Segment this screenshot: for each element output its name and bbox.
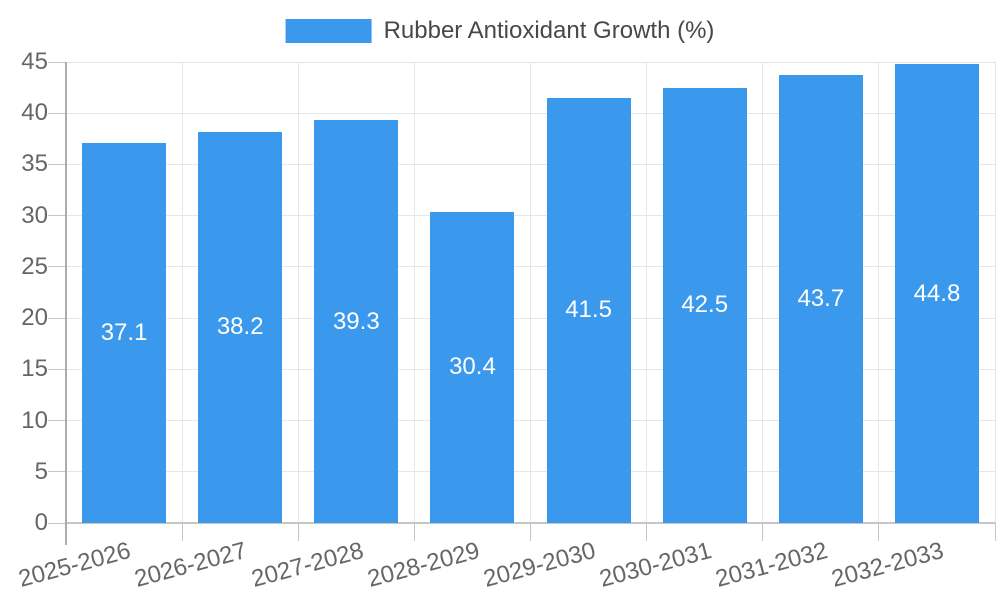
- x-tick: [181, 523, 183, 541]
- x-tick: [297, 523, 299, 541]
- y-tick: [48, 420, 66, 422]
- y-axis-label: 15: [21, 355, 48, 383]
- x-axis-label: 2029-2030: [480, 537, 599, 593]
- legend-label: Rubber Antioxidant Growth (%): [383, 17, 715, 44]
- y-axis-label: 45: [21, 48, 48, 75]
- bar[interactable]: [430, 211, 515, 523]
- x-axis-label: 2026-2027: [132, 537, 250, 593]
- x-gridline: [181, 62, 183, 523]
- y-tick: [48, 266, 66, 268]
- x-gridline: [530, 62, 531, 523]
- bar-value-label: 30.4: [449, 353, 496, 381]
- legend-swatch: [285, 19, 372, 43]
- bar-value-label: 39.3: [332, 307, 380, 335]
- x-gridline: [297, 62, 299, 523]
- bar[interactable]: [82, 142, 167, 523]
- bar-value-label: 43.7: [797, 285, 845, 313]
- x-gridline: [762, 62, 764, 523]
- y-tick: [48, 522, 66, 524]
- x-axis-label: 2031-2032: [712, 537, 831, 593]
- y-tick: [48, 61, 66, 63]
- x-tick: [413, 523, 415, 541]
- x-gridline: [878, 62, 880, 523]
- y-tick: [48, 471, 66, 473]
- y-tick: [48, 215, 66, 217]
- x-gridline: [994, 62, 996, 523]
- bar[interactable]: [662, 87, 747, 523]
- bar-value-label: 41.5: [565, 296, 612, 324]
- bar[interactable]: [546, 97, 631, 523]
- bar[interactable]: [314, 120, 399, 523]
- x-tick: [646, 523, 648, 541]
- y-tick: [48, 317, 66, 319]
- x-tick: [762, 523, 764, 541]
- y-axis-label: 10: [21, 406, 48, 434]
- y-tick: [48, 368, 66, 370]
- x-axis-line: [66, 522, 995, 524]
- x-axis-label: 2030-2031: [596, 537, 715, 593]
- bar-value-label: 42.5: [681, 291, 729, 319]
- y-axis-label: 35: [21, 150, 48, 178]
- y-axis-label: 5: [34, 457, 48, 485]
- y-tick: [48, 112, 66, 114]
- bar-value-label: 38.2: [216, 313, 264, 341]
- y-axis-label: 0: [34, 509, 48, 536]
- y-axis-line: [65, 62, 67, 545]
- x-axis-label: 2032-2033: [828, 537, 947, 593]
- y-axis-label: 20: [21, 304, 48, 332]
- x-gridline: [646, 62, 648, 523]
- x-gridline: [413, 62, 415, 523]
- y-axis-label: 25: [21, 252, 48, 280]
- x-axis-label: 2028-2029: [364, 537, 483, 593]
- bar[interactable]: [894, 64, 979, 523]
- bar-value-label: 37.1: [100, 318, 148, 346]
- x-tick: [530, 523, 531, 541]
- x-axis-label: 2025-2026: [15, 537, 134, 593]
- x-tick: [878, 523, 880, 541]
- x-tick: [994, 523, 996, 541]
- y-axis-label: 30: [21, 201, 48, 229]
- bar-value-label: 44.8: [913, 279, 961, 307]
- bar[interactable]: [198, 131, 283, 523]
- legend[interactable]: Rubber Antioxidant Growth (%): [285, 17, 715, 45]
- y-tick: [48, 163, 66, 165]
- y-axis-label: 40: [21, 99, 48, 127]
- bar[interactable]: [778, 75, 863, 523]
- x-axis-label: 2027-2028: [248, 537, 367, 593]
